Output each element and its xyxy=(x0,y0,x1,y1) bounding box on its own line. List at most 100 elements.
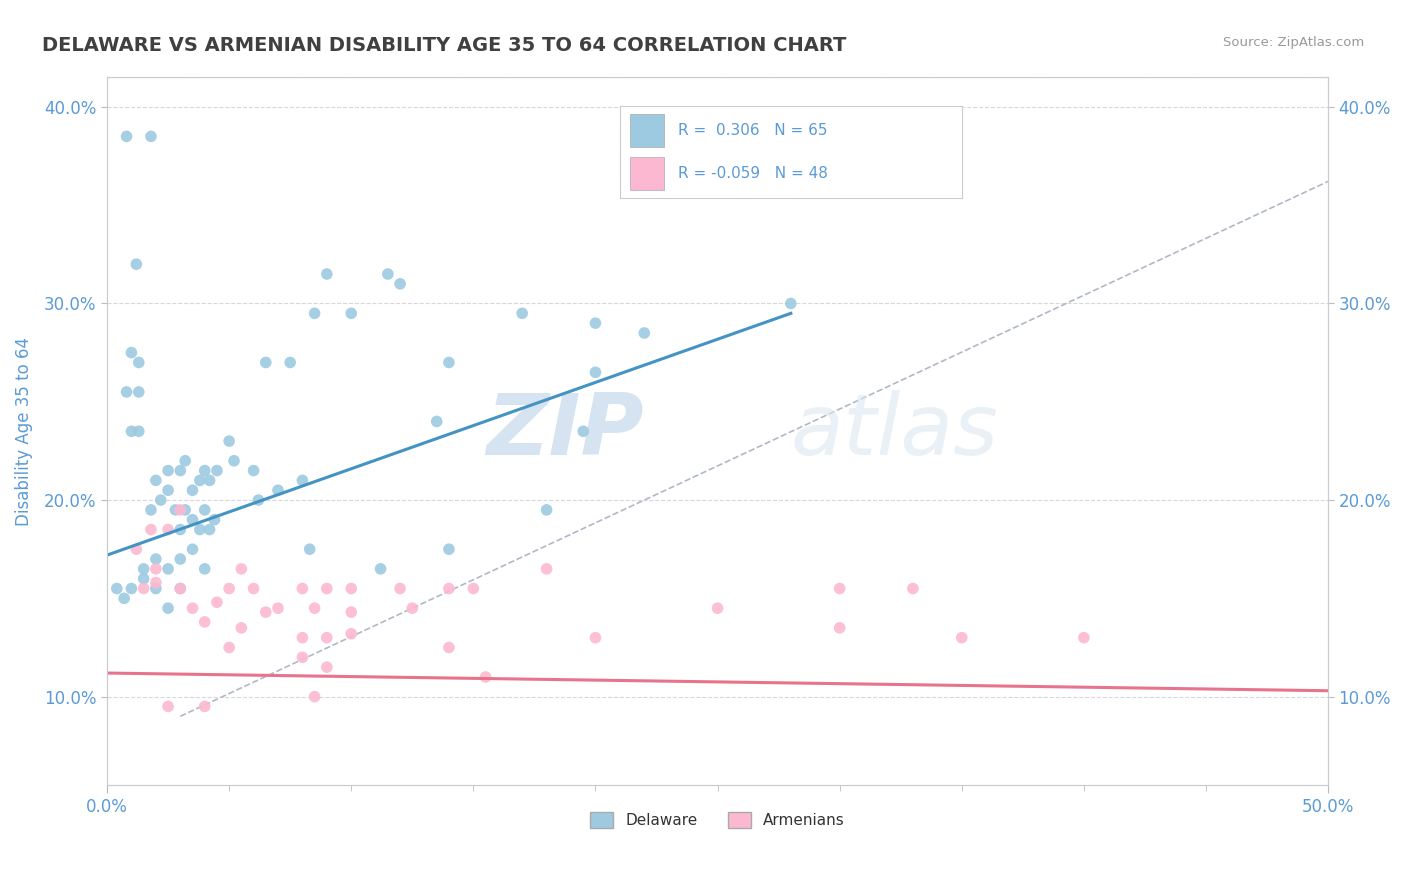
Point xyxy=(181,542,204,557)
Point xyxy=(169,523,191,537)
Point xyxy=(247,493,270,508)
Point xyxy=(389,582,412,596)
Text: atlas: atlas xyxy=(790,390,998,473)
Point xyxy=(474,670,496,684)
Point xyxy=(115,384,138,399)
Point xyxy=(340,306,363,320)
Point xyxy=(370,562,392,576)
Point xyxy=(194,615,217,629)
Point xyxy=(157,523,180,537)
Point xyxy=(231,621,253,635)
Point xyxy=(181,483,204,498)
Point xyxy=(105,582,128,596)
Point xyxy=(585,631,607,645)
Point xyxy=(120,582,142,596)
Point xyxy=(128,384,150,399)
Point xyxy=(426,414,449,428)
Point xyxy=(633,326,655,340)
Point xyxy=(174,503,197,517)
Point xyxy=(194,562,217,576)
Point xyxy=(120,345,142,359)
Point xyxy=(231,562,253,576)
Point xyxy=(291,582,314,596)
Point xyxy=(139,129,162,144)
Point xyxy=(132,572,155,586)
Point xyxy=(218,582,240,596)
Point xyxy=(157,562,180,576)
Point xyxy=(463,582,485,596)
Point xyxy=(437,355,460,369)
Point xyxy=(194,503,217,517)
Point xyxy=(828,582,851,596)
Point xyxy=(157,483,180,498)
Point xyxy=(174,454,197,468)
Point xyxy=(304,690,326,704)
Point xyxy=(222,454,245,468)
Point xyxy=(218,434,240,449)
Point xyxy=(169,582,191,596)
Point xyxy=(340,605,363,619)
Point xyxy=(291,631,314,645)
Point xyxy=(340,582,363,596)
Point xyxy=(125,542,148,557)
Point xyxy=(188,474,211,488)
Point xyxy=(181,601,204,615)
Point xyxy=(536,503,558,517)
Point xyxy=(1073,631,1095,645)
Point xyxy=(340,626,363,640)
Point xyxy=(585,365,607,379)
Point xyxy=(198,474,221,488)
Point xyxy=(437,542,460,557)
Point xyxy=(194,699,217,714)
Point xyxy=(779,296,801,310)
Point xyxy=(572,424,595,438)
Point xyxy=(181,513,204,527)
Point xyxy=(194,464,217,478)
Point xyxy=(149,493,172,508)
Point xyxy=(145,582,167,596)
Point xyxy=(242,464,264,478)
Point xyxy=(950,631,973,645)
Point xyxy=(291,650,314,665)
Point xyxy=(218,640,240,655)
Point xyxy=(437,582,460,596)
Point xyxy=(132,562,155,576)
Point xyxy=(242,582,264,596)
Point xyxy=(267,483,290,498)
Legend: Delaware, Armenians: Delaware, Armenians xyxy=(583,805,851,834)
Point xyxy=(901,582,924,596)
Point xyxy=(828,621,851,635)
Point xyxy=(267,601,290,615)
Text: ZIP: ZIP xyxy=(486,390,644,473)
Point xyxy=(157,601,180,615)
Point xyxy=(205,595,228,609)
Point xyxy=(204,513,226,527)
Point xyxy=(536,562,558,576)
Point xyxy=(112,591,135,606)
Point xyxy=(315,631,337,645)
Point xyxy=(304,601,326,615)
Point xyxy=(165,503,187,517)
Point xyxy=(510,306,533,320)
Point xyxy=(377,267,399,281)
Point xyxy=(145,562,167,576)
Point xyxy=(125,257,148,271)
Point xyxy=(157,464,180,478)
Point xyxy=(205,464,228,478)
Point xyxy=(169,464,191,478)
Point xyxy=(188,523,211,537)
Point xyxy=(145,552,167,566)
Point xyxy=(389,277,412,291)
Point xyxy=(145,575,167,590)
Point xyxy=(169,503,191,517)
Point xyxy=(169,582,191,596)
Point xyxy=(132,582,155,596)
Point xyxy=(139,523,162,537)
Point xyxy=(128,355,150,369)
Point xyxy=(706,601,728,615)
Point xyxy=(128,424,150,438)
Text: DELAWARE VS ARMENIAN DISABILITY AGE 35 TO 64 CORRELATION CHART: DELAWARE VS ARMENIAN DISABILITY AGE 35 T… xyxy=(42,36,846,54)
Point xyxy=(304,306,326,320)
Point xyxy=(145,474,167,488)
Text: Source: ZipAtlas.com: Source: ZipAtlas.com xyxy=(1223,36,1364,49)
